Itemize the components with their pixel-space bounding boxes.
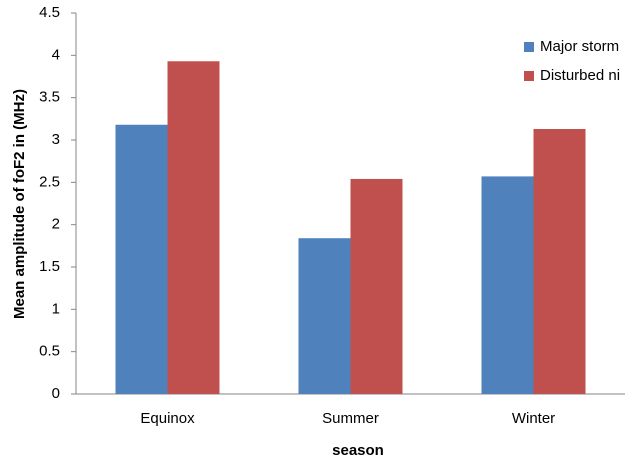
bar — [115, 124, 168, 394]
bar — [298, 238, 351, 394]
y-tick-label: 4.5 — [39, 4, 60, 21]
y-tick-label: 4 — [52, 46, 60, 63]
legend-swatch — [524, 42, 534, 52]
y-tick-label: 1.5 — [39, 258, 60, 275]
y-tick-label: 1 — [52, 300, 60, 317]
bar — [481, 176, 534, 394]
x-tick-label: Summer — [322, 410, 379, 427]
legend-label: Major storm — [540, 38, 619, 55]
y-axis-title: Mean amplitude of foF2 in (MHz) — [11, 89, 28, 319]
y-tick-label: 3.5 — [39, 89, 60, 106]
y-tick-label: 0 — [52, 385, 60, 402]
y-tick-label: 2 — [52, 216, 60, 233]
legend-swatch — [524, 71, 534, 81]
x-tick-label: Equinox — [140, 410, 195, 427]
y-tick-label: 3 — [52, 131, 60, 148]
x-tick-label: Winter — [512, 410, 555, 427]
bar — [533, 128, 586, 394]
bar — [350, 178, 403, 394]
legend-label: Disturbed ni — [540, 67, 620, 84]
y-tick-label: 2.5 — [39, 173, 60, 190]
bar — [167, 61, 220, 394]
x-axis-title: season — [332, 442, 384, 459]
y-tick-label: 0.5 — [39, 343, 60, 360]
